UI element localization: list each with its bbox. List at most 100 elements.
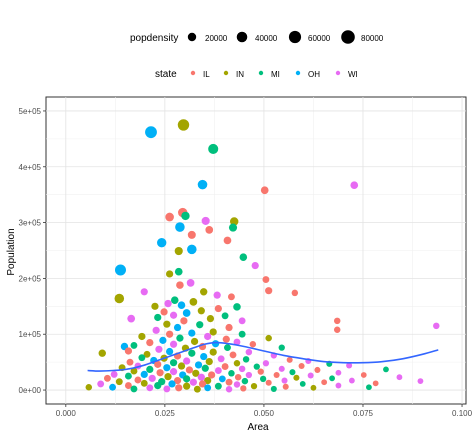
data-point-in [206,314,215,323]
data-point-mi [228,370,235,377]
data-point-in [205,357,213,366]
y-axis-title: Population [6,228,17,275]
data-point-in [163,320,171,328]
data-point-wi [278,365,285,372]
data-point-il [103,374,111,382]
data-point-in [183,382,191,390]
data-point-il [291,289,299,297]
data-point-il [333,317,341,325]
data-point-wi [335,382,342,389]
data-point-il [314,366,321,373]
data-point-il [257,368,264,375]
data-point-wi [238,365,246,373]
data-point-wi [164,299,172,308]
data-point-in [193,385,201,393]
data-point-in [138,332,146,341]
data-point-mi [183,375,191,383]
data-point-in [190,337,199,346]
data-point-wi [110,370,118,378]
data-point-wi [396,374,403,381]
data-point-mi [124,372,132,380]
data-point-il [234,373,242,381]
data-point-il [225,378,233,386]
data-point-mi [154,381,162,390]
y-axis: 0e+00 1e+05 2e+05 3e+05 4e+05 5e+05 [19,107,46,395]
data-point-in [200,288,208,296]
color-legend-key [295,70,301,76]
data-point-in [98,349,106,357]
data-point-oh [173,323,182,332]
y-tick-label: 4e+05 [19,163,42,172]
data-point-in [143,350,151,358]
size-legend-key [288,30,302,44]
data-point-mi [289,369,296,376]
data-point-mi [329,375,335,382]
data-point-wi [152,326,160,334]
color-legend-key [258,70,264,76]
data-point-mi [241,377,249,385]
data-point-in [265,334,272,342]
data-point-wi [262,360,270,367]
data-point-il [134,376,142,384]
data-point-mi [196,321,204,329]
data-point-mi [383,366,389,373]
data-point-il [221,363,229,371]
data-point-wi [307,372,314,379]
data-point-oh [194,361,203,369]
data-point-mi [169,359,178,367]
data-point-oh [197,179,208,190]
data-point-wi [148,374,156,382]
data-point-oh [177,301,186,309]
data-point-il [126,358,134,366]
data-point-wi [97,380,105,388]
data-point-mi [138,354,146,362]
data-point-il [223,236,232,245]
data-point-wi [225,385,233,393]
data-point-wi [433,322,440,330]
data-point-wi [163,385,171,393]
data-point-oh [182,309,191,317]
x-tick-label: 0.075 [353,409,374,418]
data-point-mi [188,349,196,357]
color-legend-label: MI [271,70,280,79]
data-point-mi [278,344,285,351]
data-point-il [360,372,367,378]
data-point-mi [239,253,248,261]
data-point-wi [204,332,212,341]
data-point-il [372,380,379,387]
data-point-il [214,304,222,313]
data-point-mi [270,385,277,392]
data-point-wi [169,311,178,319]
data-point-wi [201,216,210,225]
size-legend-label: 60000 [308,34,331,43]
data-point-il [154,360,162,368]
x-tick-label: 0.100 [452,409,473,418]
data-point-il [185,366,194,374]
data-point-oh [204,384,212,392]
data-point-wi [281,377,288,384]
data-point-il [240,385,247,392]
data-point-in [189,298,198,306]
color-legend-key [223,70,229,76]
data-point-mi [154,313,162,322]
data-point-il [286,356,293,363]
size-legend-label: 40000 [255,34,278,43]
data-point-wi [169,340,178,348]
data-point-in [164,373,172,381]
data-point-il [166,330,174,338]
data-point-in [230,217,239,226]
data-point-il [176,281,184,289]
data-point-il [249,341,257,348]
data-point-il [124,347,133,355]
data-point-in [233,360,241,367]
data-point-in [174,246,183,256]
y-tick-label: 3e+05 [19,219,42,228]
data-point-il [165,212,174,222]
data-points [85,119,440,393]
data-point-wi [233,338,241,346]
data-point-oh [159,336,167,344]
data-point-oh [218,375,226,383]
x-axis-title: Area [247,422,269,433]
color-legend-label: OH [308,70,320,79]
data-point-mi [130,385,138,393]
